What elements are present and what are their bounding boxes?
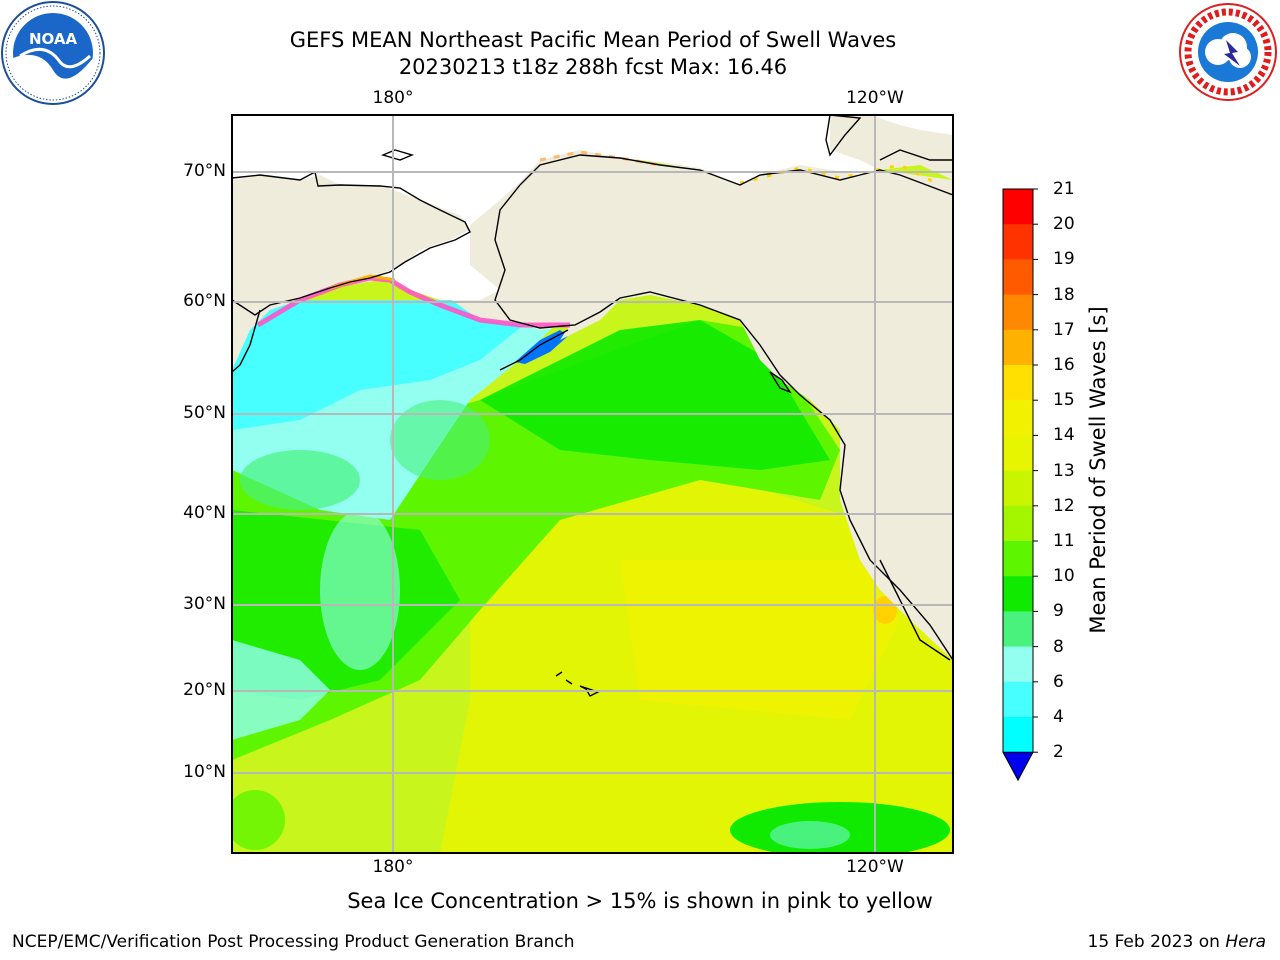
graticule (232, 115, 953, 853)
sea-ice-note: Sea Ice Concentration > 15% is shown in … (347, 889, 933, 913)
colorbar-tick-label: 14 (1053, 425, 1075, 446)
footer-credit: NCEP/EMC/Verification Post Processing Pr… (12, 932, 575, 952)
svg-text:NOAA: NOAA (29, 30, 78, 48)
colorbar-swatch (1003, 259, 1033, 296)
colorbar-extend-triangle (1002, 751, 1034, 782)
lon-label-top-180: 180° (372, 88, 414, 108)
colorbar-tick-label: 11 (1053, 531, 1075, 551)
colorbar-label: Mean Period of Swell Waves [s] (1086, 306, 1110, 634)
colorbar-tick-label: 17 (1053, 319, 1075, 340)
colorbar-tick-label: 10 (1053, 566, 1075, 587)
colorbar-tick-label: 9 (1053, 601, 1064, 622)
noaa-logo: NOAA (1, 1, 105, 105)
lat-label-60n: 60°N (183, 291, 226, 311)
colorbar-swatch (1003, 717, 1033, 753)
chart-title: GEFS MEAN Northeast Pacific Mean Period … (289, 28, 897, 52)
colorbar-tick-label: 15 (1053, 390, 1075, 411)
colorbar-swatch (1003, 294, 1033, 331)
lon-label-bottom-180: 180° (372, 857, 414, 877)
lat-label-10n: 10°N (183, 762, 226, 782)
colorbar-swatch (1003, 224, 1033, 260)
coastlines (232, 115, 953, 697)
colorbar-swatch (1003, 611, 1033, 648)
colorbar-swatch (1003, 400, 1033, 436)
lat-label-50n: 50°N (183, 403, 226, 423)
colorbar (1002, 188, 1038, 782)
colorbar-swatch (1003, 646, 1033, 683)
colorbar-tick-label: 18 (1053, 284, 1075, 305)
colorbar-swatch (1003, 329, 1033, 366)
nws-logo (1179, 3, 1277, 101)
lat-label-40n: 40°N (183, 503, 226, 523)
colorbar-swatch (1003, 435, 1033, 472)
colorbar-swatch (1003, 505, 1033, 542)
chart-subtitle: 20230213 t18z 288h fcst Max: 16.46 (398, 55, 788, 79)
colorbar-tick-label: 6 (1053, 671, 1064, 692)
map-frame (231, 114, 954, 854)
colorbar-tick-label: 8 (1053, 636, 1064, 657)
colorbar-tick-label: 19 (1053, 249, 1075, 270)
colorbar-swatch (1003, 365, 1033, 401)
footer-date-text: 15 Feb 2023 on (1087, 932, 1226, 952)
footer-host: Hera (1225, 932, 1266, 952)
colorbar-tick-label: 12 (1053, 495, 1075, 516)
map-panel (232, 115, 953, 853)
colorbar-swatch (1003, 541, 1033, 577)
lon-label-top-120w: 120°W (846, 88, 904, 108)
lat-label-30n: 30°N (183, 594, 226, 614)
colorbar-tick-label: 2 (1053, 742, 1064, 763)
colorbar-tick-label: 4 (1053, 707, 1064, 727)
footer-date: 15 Feb 2023 on Hera (1088, 932, 1266, 952)
colorbar-swatch (1003, 576, 1033, 612)
lat-label-20n: 20°N (183, 680, 226, 700)
colorbar-swatch (1003, 470, 1033, 507)
colorbar-tick-label: 21 (1053, 179, 1075, 199)
colorbar-tick-label: 20 (1053, 214, 1075, 235)
colorbar-swatch (1003, 681, 1033, 718)
colorbar-tick-label: 13 (1053, 460, 1075, 481)
lat-label-70n: 70°N (183, 161, 226, 181)
lon-label-bottom-120w: 120°W (846, 857, 904, 877)
colorbar-tick-label: 16 (1053, 355, 1075, 375)
colorbar-swatch (1003, 189, 1033, 225)
